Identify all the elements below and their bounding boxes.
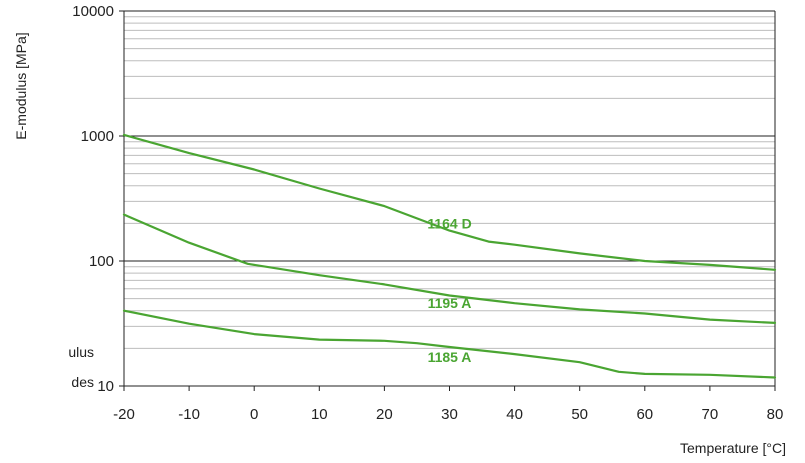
minor-grid bbox=[124, 16, 775, 349]
x-tick-label: 80 bbox=[767, 406, 784, 423]
x-tick-label: 60 bbox=[636, 406, 653, 423]
x-tick-label: -20 bbox=[113, 406, 135, 423]
series-line-2 bbox=[122, 213, 777, 324]
series-line-1 bbox=[122, 133, 777, 271]
y-tick-label: 1000 bbox=[81, 128, 114, 145]
y-tick-label: 10000 bbox=[72, 3, 114, 20]
tick-labels: -20 -10 0 10 20 30 40 50 60 70 80 10 100 1000 10000 bbox=[72, 3, 783, 423]
y-tick-label: 10 bbox=[97, 378, 114, 395]
x-tick-label: 0 bbox=[250, 406, 258, 423]
x-tick-label: 10 bbox=[311, 406, 328, 423]
series-label-1: 1164 D bbox=[427, 215, 471, 231]
x-tick-label: 30 bbox=[441, 406, 458, 423]
x-axis-label: Temperature [°C] bbox=[680, 440, 786, 456]
x-tick-label: -10 bbox=[178, 406, 200, 423]
side-text-fragment-1: ulus bbox=[68, 344, 94, 360]
series-line-3 bbox=[122, 309, 777, 379]
x-tick-label: 70 bbox=[702, 406, 719, 423]
series-labels: 1164 D 1195 A 1185 A bbox=[427, 215, 471, 365]
y-axis-label: E-modulus [MPa] bbox=[13, 32, 29, 139]
axes bbox=[119, 10, 776, 391]
x-tick-label: 50 bbox=[571, 406, 588, 423]
series-label-3: 1185 A bbox=[428, 349, 472, 365]
y-tick-label: 100 bbox=[89, 253, 114, 270]
side-text-fragment-2: des bbox=[71, 374, 94, 390]
series-lines bbox=[122, 133, 777, 379]
x-tick-label: 40 bbox=[506, 406, 523, 423]
x-tick-label: 20 bbox=[376, 406, 393, 423]
series-label-2: 1195 A bbox=[428, 295, 472, 311]
